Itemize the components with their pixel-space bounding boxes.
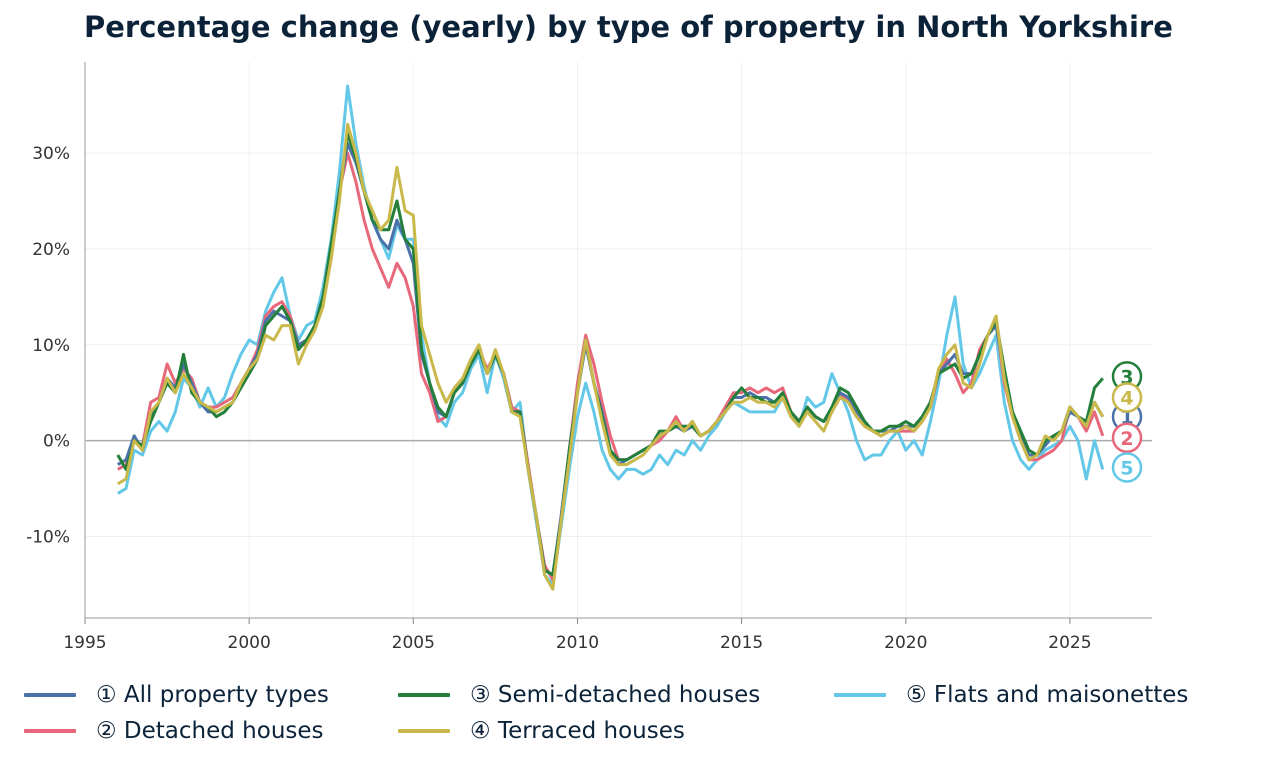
legend-label: ④ Terraced houses [470, 718, 685, 744]
end-label-text: 4 [1120, 388, 1133, 410]
y-tick-label: 0% [43, 432, 70, 452]
y-tick-label: 30% [32, 144, 70, 164]
series-lines [116, 84, 1105, 591]
end-label-5: 5 [1111, 452, 1143, 483]
y-tick-label: 20% [32, 240, 70, 260]
y-tick-label: -10% [26, 528, 70, 548]
chart-title: Percentage change (yearly) by type of pr… [84, 10, 1173, 44]
legend: ① All property types ② Detached houses ③… [24, 678, 1264, 758]
x-tick-label: 2025 [1048, 633, 1091, 653]
end-label-text: 2 [1120, 428, 1133, 450]
grid-lines [84, 62, 1152, 618]
legend-item-flats-and-maisonettes: ⑤ Flats and maisonettes [834, 678, 1188, 712]
x-tick-label: 2020 [884, 633, 927, 653]
end-label-circle [1111, 382, 1143, 413]
axes [84, 62, 1152, 619]
series-line-4 [117, 122, 1105, 591]
legend-label: ③ Semi-detached houses [470, 682, 761, 708]
line-chart-plot: 1995 2000 2005 2010 2015 2020 2025 -10% 0% 10% 20%… [26, 62, 1152, 653]
end-label-text: 5 [1120, 457, 1133, 479]
x-tick-label: 2010 [556, 633, 599, 653]
end-label-2: 2 [1111, 422, 1143, 454]
y-tick-label: 10% [32, 336, 70, 356]
legend-swatch [398, 693, 450, 697]
series-line-5 [117, 84, 1105, 586]
series-line-1 [117, 142, 1105, 577]
tick-labels: 1995 2000 2005 2010 2015 2020 2025 -10% 0% 10% 20%… [26, 144, 1091, 653]
end-label-circle [1111, 422, 1143, 454]
x-tick-label: 2015 [720, 633, 763, 653]
legend-item-terraced-houses: ④ Terraced houses [398, 714, 685, 748]
legend-item-all-property-types: ① All property types [24, 678, 329, 712]
x-tick-label: 2000 [228, 633, 271, 653]
x-tick-label: 1995 [63, 633, 106, 653]
legend-item-semi-detached-houses: ③ Semi-detached houses [398, 678, 760, 712]
legend-item-detached-houses: ② Detached houses [24, 714, 324, 748]
legend-swatch [24, 729, 76, 733]
end-label-circle [1111, 452, 1143, 483]
legend-label: ⑤ Flats and maisonettes [906, 682, 1189, 708]
legend-swatch [398, 729, 450, 733]
legend-label: ② Detached houses [96, 718, 324, 744]
end-label-4: 4 [1111, 382, 1143, 413]
legend-swatch [24, 693, 76, 697]
legend-label: ① All property types [96, 682, 329, 708]
legend-swatch [834, 693, 886, 697]
x-tick-label: 2005 [392, 633, 435, 653]
